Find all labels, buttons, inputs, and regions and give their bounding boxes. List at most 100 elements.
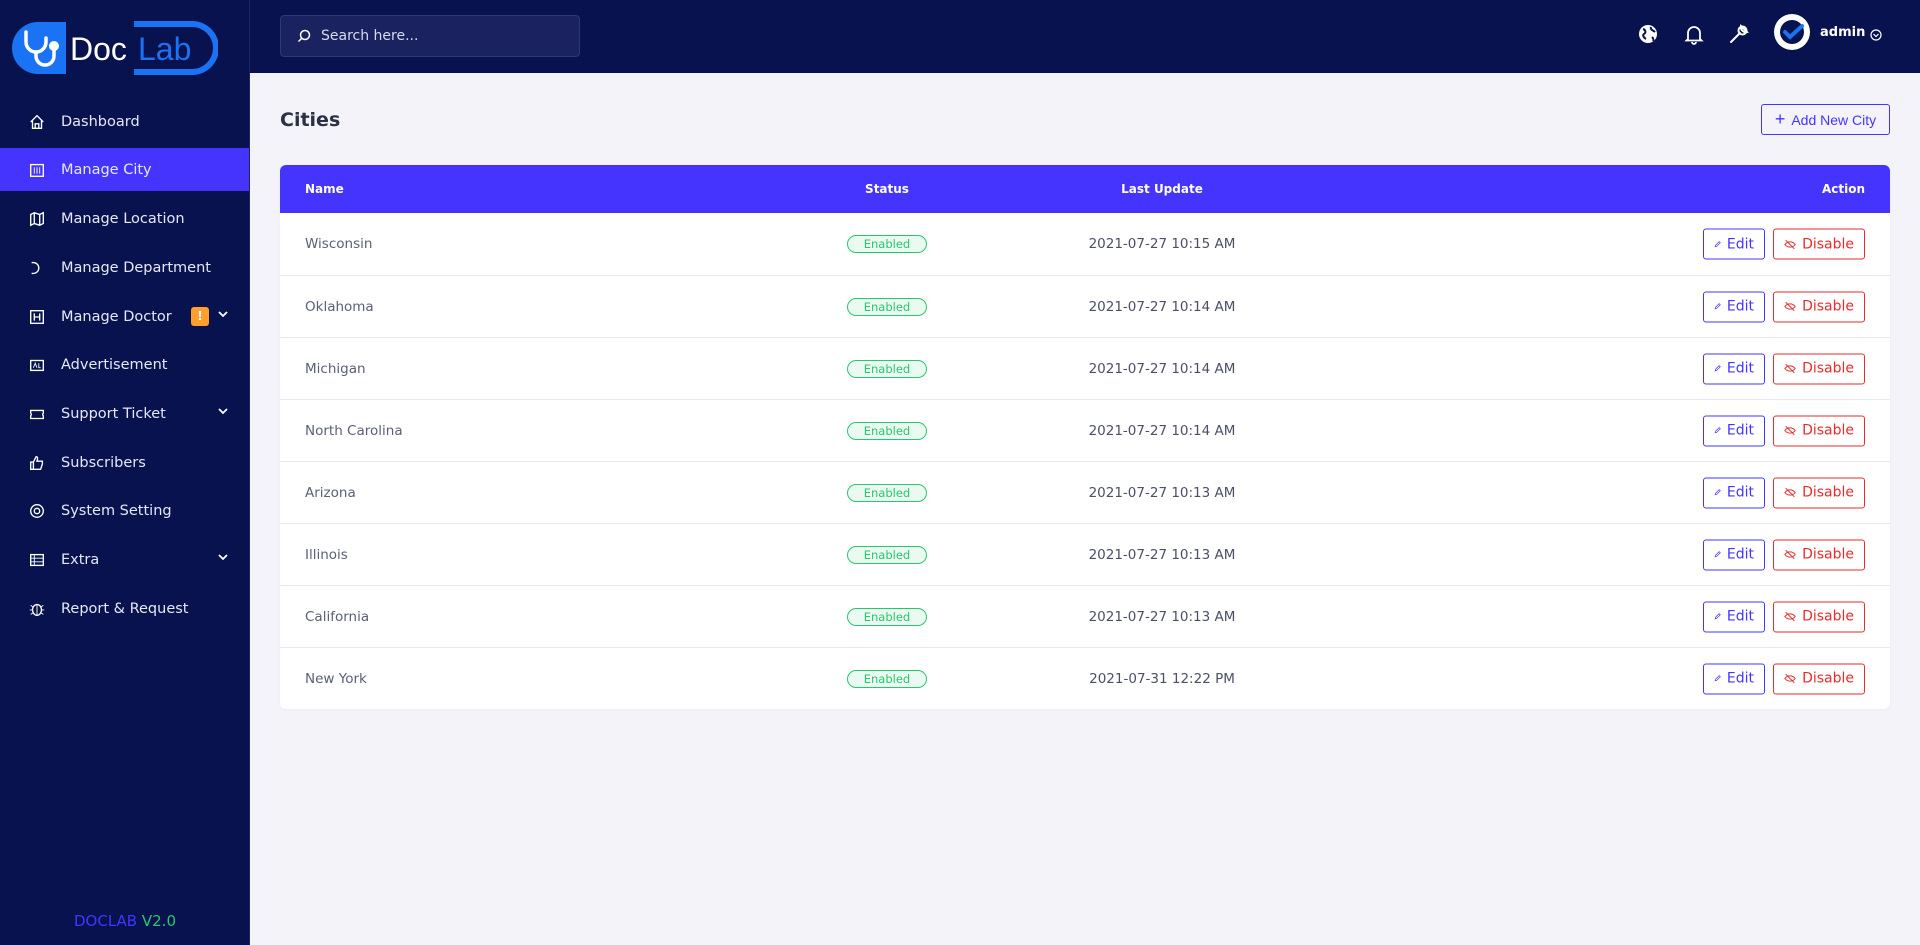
sidebar-item-subscribers[interactable]: Subscribers <box>0 441 249 485</box>
disable-label: Disable <box>1802 422 1854 439</box>
chevron-down-circle-icon[interactable] <box>1870 29 1882 41</box>
doclab-logo[interactable]: Doc Lab <box>10 20 218 76</box>
sidebar-item-dashboard[interactable]: Dashboard <box>0 100 249 144</box>
globe-icon[interactable] <box>1636 22 1660 46</box>
last-update: 2021-07-27 10:14 AM <box>1088 298 1236 315</box>
disable-button[interactable]: Disable <box>1773 477 1865 508</box>
add-new-city-label: Add New City <box>1791 111 1877 128</box>
sidebar-item-manage-department[interactable]: Manage Department <box>0 246 249 290</box>
sidebar-item-manage-city[interactable]: Manage City <box>0 148 249 191</box>
bell-icon[interactable] <box>1682 22 1706 46</box>
table-row: Arizona Enabled 2021-07-27 10:13 AM Edit… <box>280 461 1890 523</box>
edit-button[interactable]: Edit <box>1703 228 1765 260</box>
version-name: DOCLAB <box>74 912 138 930</box>
edit-button[interactable]: Edit <box>1703 477 1765 508</box>
edit-button[interactable]: Edit <box>1703 663 1765 694</box>
table-row: Michigan Enabled 2021-07-27 10:14 AM Edi… <box>280 337 1890 399</box>
sidebar-item-report-request[interactable]: Report & Request <box>0 587 249 631</box>
sidebar-item-manage-doctor[interactable]: Manage Doctor ! <box>0 295 249 339</box>
last-update: 2021-07-27 10:14 AM <box>1088 422 1236 439</box>
edit-label: Edit <box>1726 670 1754 687</box>
search-icon <box>297 29 311 43</box>
disable-button[interactable]: Disable <box>1773 228 1865 260</box>
eye-slash-icon <box>1784 301 1796 312</box>
disable-label: Disable <box>1802 360 1854 377</box>
city-name: New York <box>305 670 367 687</box>
edit-button[interactable]: Edit <box>1703 601 1765 632</box>
status-badge: Enabled <box>847 421 927 440</box>
page-title: Cities <box>280 109 341 131</box>
last-update: 2021-07-27 10:13 AM <box>1088 546 1236 563</box>
logo-text-doc: Doc <box>70 31 127 67</box>
edit-button[interactable]: Edit <box>1703 353 1765 384</box>
sidebar-item-extra[interactable]: Extra <box>0 538 249 582</box>
sidebar-item-label: Manage Department <box>61 260 211 276</box>
search-input[interactable] <box>321 28 571 44</box>
chevron-down-icon[interactable] <box>217 551 229 563</box>
cities-table: Name Status Last Update Action Wisconsin… <box>280 165 1890 709</box>
last-update: 2021-07-31 12:22 PM <box>1089 670 1235 687</box>
table-header: Name Status Last Update Action <box>280 165 1890 213</box>
table-row: Wisconsin Enabled 2021-07-27 10:15 AM Ed… <box>280 213 1890 275</box>
edit-button[interactable]: Edit <box>1703 291 1765 322</box>
sidebar-item-label: Advertisement <box>61 357 168 373</box>
disable-button[interactable]: Disable <box>1773 539 1865 570</box>
disable-button[interactable]: Disable <box>1773 353 1865 384</box>
sidebar-item-label: Dashboard <box>61 114 140 130</box>
edit-label: Edit <box>1726 546 1754 563</box>
status-badge: Enabled <box>847 483 927 502</box>
edit-label: Edit <box>1726 298 1754 315</box>
pencil-icon <box>1714 240 1721 247</box>
chevron-down-icon[interactable] <box>217 405 229 417</box>
city-name: Arizona <box>305 484 356 501</box>
sidebar-item-label: Subscribers <box>61 455 146 471</box>
disable-button[interactable]: Disable <box>1773 601 1865 632</box>
sidebar-item-support-ticket[interactable]: Support Ticket <box>0 392 249 436</box>
disable-button[interactable]: Disable <box>1773 663 1865 694</box>
warning-badge: ! <box>191 307 209 326</box>
add-new-city-button[interactable]: + Add New City <box>1761 104 1890 135</box>
list-icon <box>27 550 47 570</box>
building-icon <box>27 160 47 180</box>
disable-label: Disable <box>1802 670 1854 687</box>
disable-button[interactable]: Disable <box>1773 291 1865 322</box>
edit-button[interactable]: Edit <box>1703 415 1765 446</box>
status-badge: Enabled <box>847 297 927 316</box>
disable-button[interactable]: Disable <box>1773 415 1865 446</box>
sidebar-item-label: Manage Location <box>61 211 185 227</box>
sidebar-item-system-setting[interactable]: System Setting <box>0 489 249 533</box>
edit-label: Edit <box>1726 484 1754 501</box>
hospital-icon <box>27 307 47 327</box>
chevron-down-icon[interactable] <box>217 308 229 320</box>
last-update: 2021-07-27 10:13 AM <box>1088 608 1236 625</box>
logo-text-lab: Lab <box>138 31 191 67</box>
column-header-last-update: Last Update <box>1121 182 1203 196</box>
eye-slash-icon <box>1784 425 1796 436</box>
user-name[interactable]: admin <box>1820 25 1866 40</box>
last-update: 2021-07-27 10:13 AM <box>1088 484 1236 501</box>
edit-label: Edit <box>1726 236 1754 252</box>
pencil-icon <box>1714 427 1721 434</box>
version-label: DOCLAB V2.0 <box>0 912 250 930</box>
map-icon <box>27 209 47 229</box>
status-badge: Enabled <box>847 669 927 688</box>
sidebar-item-label: Report & Request <box>61 601 189 617</box>
city-name: Illinois <box>305 546 348 563</box>
department-icon <box>27 258 47 278</box>
sidebar-item-advertisement[interactable]: Advertisement <box>0 343 249 387</box>
disable-label: Disable <box>1802 236 1854 252</box>
pencil-icon <box>1714 675 1721 682</box>
status-badge: Enabled <box>847 359 927 378</box>
home-icon <box>27 112 47 132</box>
edit-button[interactable]: Edit <box>1703 539 1765 570</box>
table-row: California Enabled 2021-07-27 10:13 AM E… <box>280 585 1890 647</box>
wrench-icon[interactable] <box>1727 22 1751 46</box>
edit-label: Edit <box>1726 608 1754 625</box>
last-update: 2021-07-27 10:15 AM <box>1088 236 1236 252</box>
thumbs-up-icon <box>27 453 47 473</box>
search-box[interactable] <box>280 15 580 57</box>
sidebar-item-manage-location[interactable]: Manage Location <box>0 197 249 241</box>
sidebar-item-label: Extra <box>61 552 100 568</box>
avatar[interactable] <box>1774 14 1810 50</box>
city-name: California <box>305 608 370 625</box>
